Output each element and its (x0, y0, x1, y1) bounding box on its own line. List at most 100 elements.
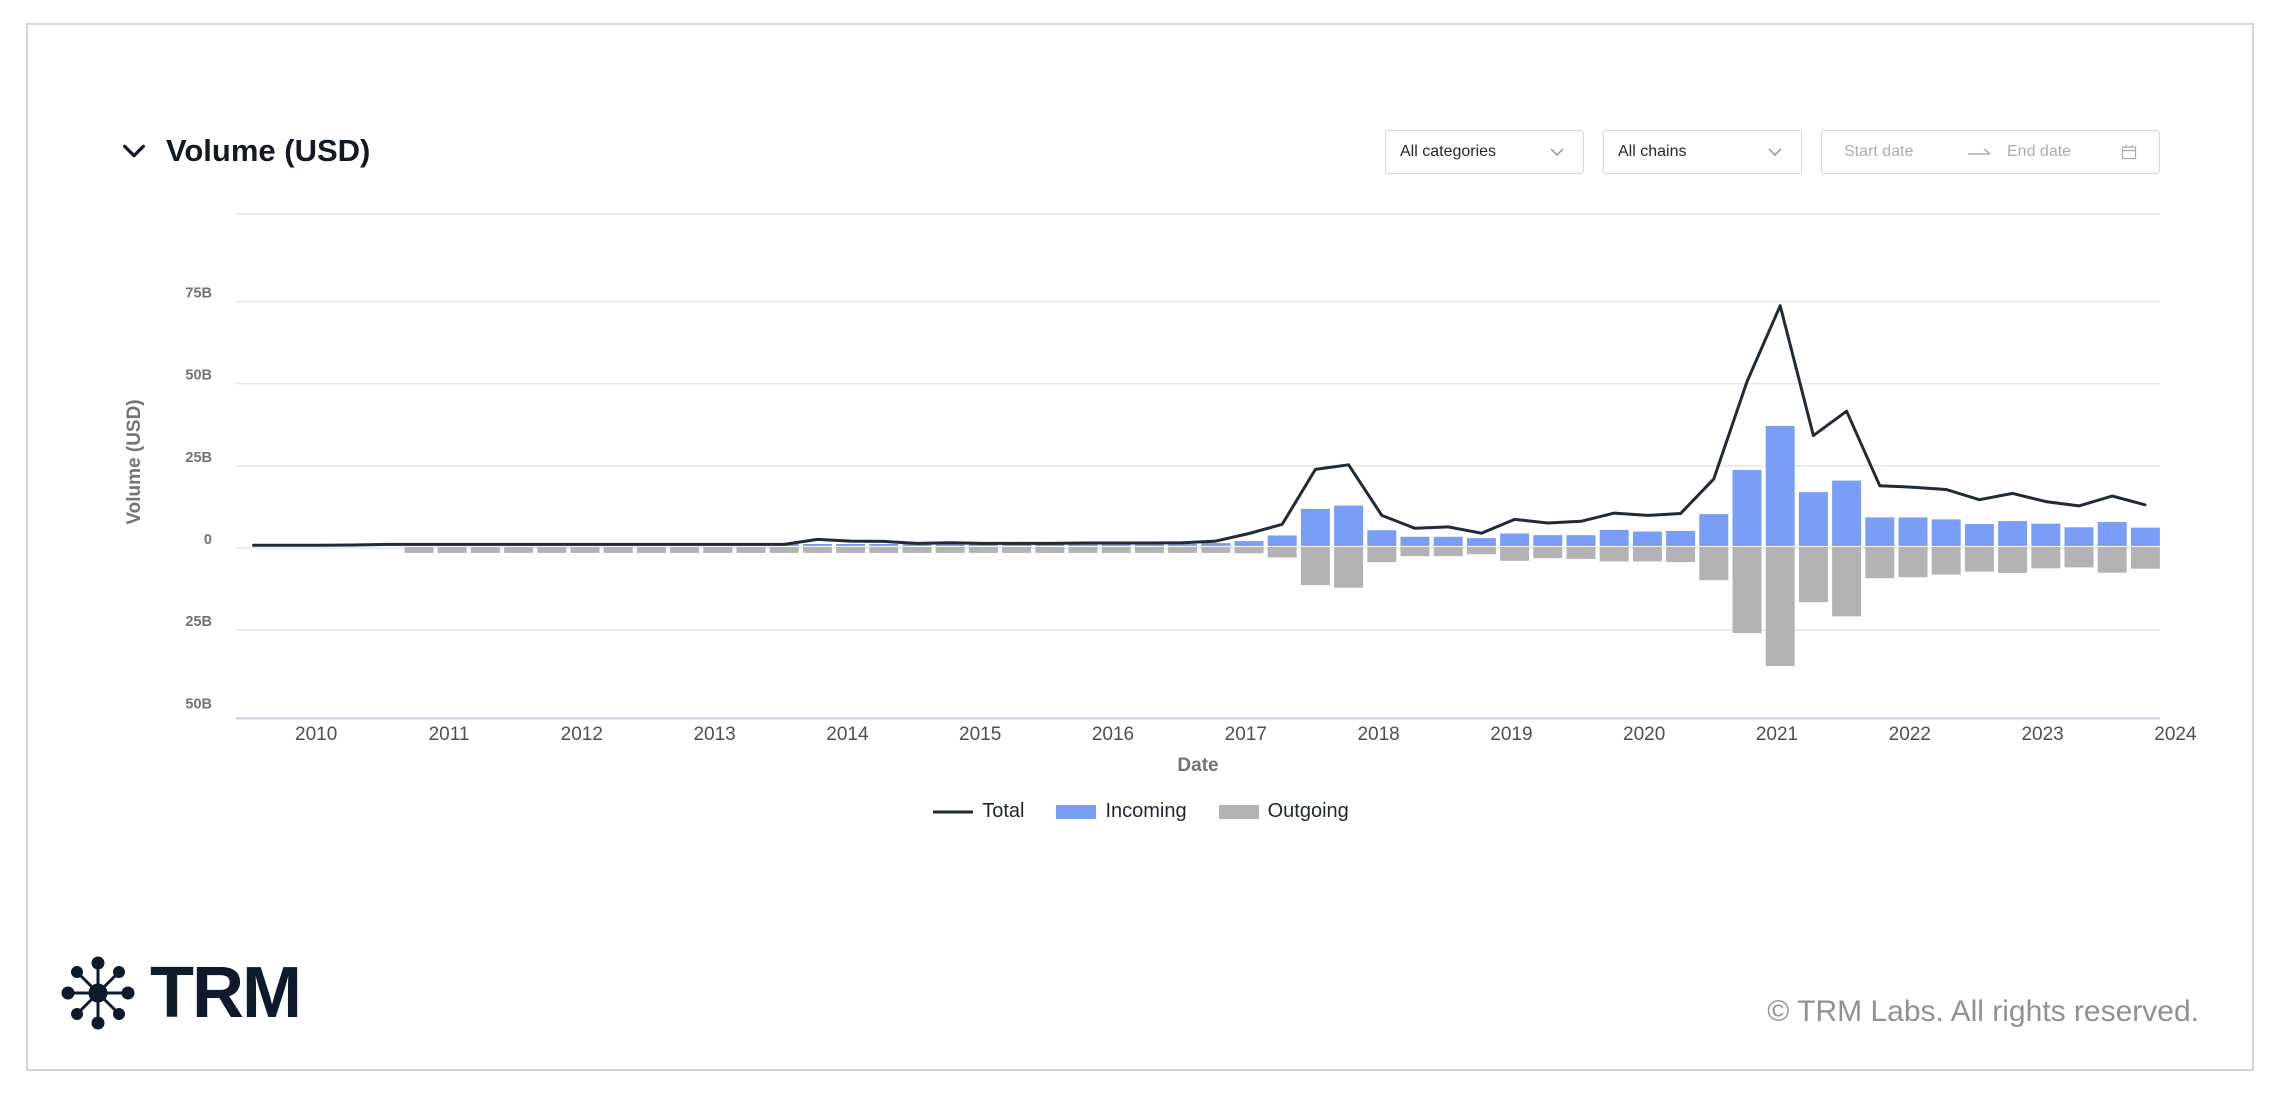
incoming-bar (1267, 535, 1297, 546)
outgoing-bar (1002, 547, 1032, 553)
total-point (1247, 532, 1251, 535)
total-point (1480, 531, 1483, 535)
total-point (451, 543, 454, 546)
outgoing-bar (1400, 547, 1430, 557)
y-tick-label: 25B (185, 614, 212, 630)
total-point (2144, 503, 2147, 507)
total-point (882, 540, 885, 543)
x-tick-label: 2010 (295, 724, 337, 745)
outgoing-bar (836, 547, 866, 553)
total-point (1347, 463, 1350, 467)
total-point (1048, 542, 1052, 545)
incoming-bar (1101, 544, 1131, 546)
outgoing-bar (1666, 547, 1696, 563)
total-point (1181, 541, 1184, 544)
outgoing-bar (2097, 547, 2127, 573)
outgoing-bar (2031, 547, 2061, 569)
incoming-bar (836, 544, 866, 546)
outgoing-bar (636, 547, 666, 553)
total-point (1745, 380, 1749, 383)
outgoing-bar (1101, 547, 1131, 553)
total-point (1447, 525, 1450, 529)
total-point (1148, 541, 1151, 545)
incoming-bar (1234, 541, 1264, 546)
outgoing-bar (1699, 547, 1729, 581)
outgoing-bar (703, 547, 733, 553)
trm-logo: TRM (60, 955, 302, 1031)
total-point (1380, 514, 1384, 517)
legend-item-outgoing[interactable]: Outgoing (1218, 800, 1349, 823)
legend-label-total: Total (982, 800, 1025, 822)
chart-legend: Total Incoming Outgoing (0, 800, 2282, 823)
incoming-bar (1666, 530, 1696, 546)
total-point (1911, 485, 1915, 489)
total-point (617, 543, 620, 546)
outgoing-bar (1898, 547, 1928, 578)
incoming-bar (902, 544, 932, 546)
incoming-bar (1798, 492, 1828, 546)
outgoing-bar (1433, 547, 1463, 557)
chevron-down-icon (1550, 148, 1564, 156)
outgoing-bar (670, 547, 700, 553)
date-range-picker[interactable]: Start date End date (1821, 130, 2160, 174)
chevron-down-icon[interactable] (120, 137, 148, 165)
outgoing-bar (1998, 547, 2028, 573)
total-point (1015, 542, 1018, 545)
outgoing-bar (1068, 547, 1098, 553)
outgoing-bar (1300, 547, 1330, 586)
chevron-down-icon (1768, 148, 1782, 156)
panel-frame (26, 23, 2254, 1071)
outgoing-bar (1134, 547, 1164, 553)
start-date-input[interactable]: Start date (1844, 143, 1914, 160)
outgoing-bar (869, 547, 899, 553)
incoming-bar (1035, 544, 1065, 546)
outgoing-bar (1234, 547, 1264, 554)
incoming-bar (869, 544, 899, 546)
incoming-bar (1168, 544, 1198, 546)
outgoing-bar (1035, 547, 1065, 553)
outgoing-bar (1599, 547, 1629, 562)
outgoing-bar (1466, 547, 1496, 555)
outgoing-bar (1500, 547, 1530, 561)
outgoing-bar (470, 547, 500, 553)
y-tick-label: 75B (185, 285, 212, 301)
incoming-bar (1300, 508, 1330, 546)
y-axis-label: Volume (USD) (124, 399, 145, 524)
chain-select[interactable]: All chains (1603, 130, 1802, 174)
x-tick-label: 2013 (693, 724, 735, 745)
legend-incoming-swatch (1056, 804, 1097, 819)
incoming-bar (802, 544, 832, 546)
total-point (285, 544, 288, 547)
category-select[interactable]: All categories (1385, 130, 1584, 174)
total-point (1845, 410, 1848, 413)
incoming-bar (2064, 527, 2094, 546)
outgoing-bar (1931, 547, 1961, 575)
x-tick-label: 2018 (1357, 724, 1399, 745)
outgoing-bar (902, 547, 932, 553)
arrow-right-icon (1968, 148, 1991, 155)
legend-label-incoming: Incoming (1105, 800, 1187, 822)
outgoing-bar (1798, 547, 1828, 603)
total-point (849, 539, 852, 543)
incoming-bar (1533, 535, 1563, 546)
total-point (816, 538, 819, 541)
y-tick-label: 50B (185, 368, 212, 384)
incoming-bar (968, 544, 998, 546)
y-tick-label: 25B (185, 450, 212, 466)
legend-item-total[interactable]: Total (933, 800, 1024, 823)
total-point (749, 543, 753, 546)
x-tick-label: 2016 (1092, 724, 1134, 745)
end-date-input[interactable]: End date (2007, 143, 2072, 160)
x-tick-label: 2015 (959, 724, 1001, 745)
legend-item-incoming[interactable]: Incoming (1056, 800, 1187, 823)
x-tick-label: 2012 (561, 724, 603, 745)
outgoing-bar (1267, 547, 1297, 558)
total-point (2077, 504, 2081, 508)
calendar-icon[interactable] (2121, 144, 2137, 160)
x-tick-label: 2020 (1623, 724, 1665, 745)
legend-outgoing-swatch (1218, 804, 1259, 819)
total-point (1878, 484, 1882, 488)
outgoing-bar (504, 547, 534, 553)
outgoing-bar (1964, 547, 1994, 572)
outgoing-bar (570, 547, 600, 553)
